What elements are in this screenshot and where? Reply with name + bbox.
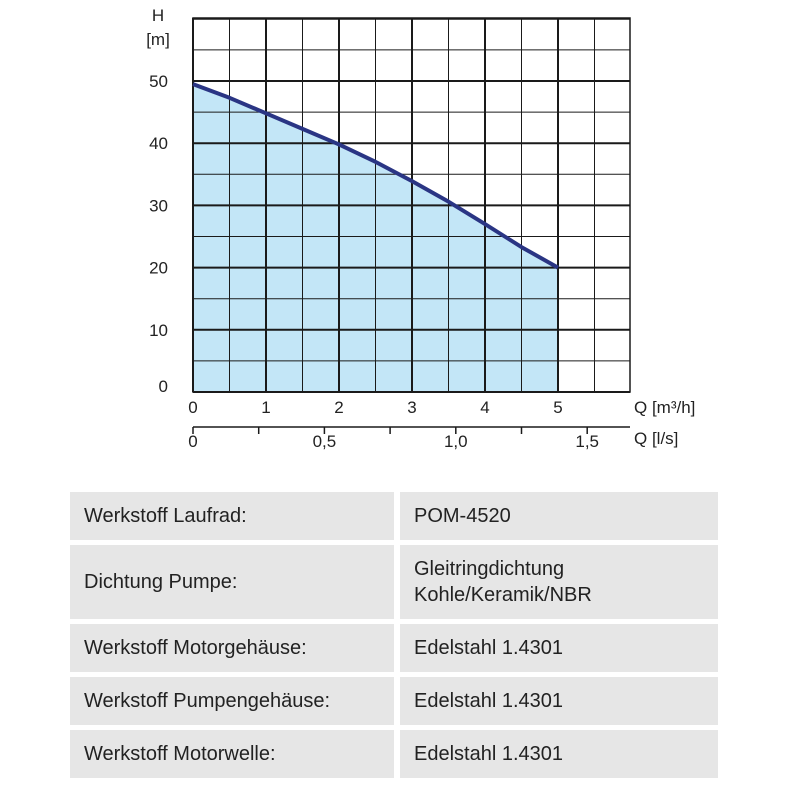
spec-label: Dichtung Pumpe:: [70, 545, 394, 619]
spec-label: Werkstoff Motorwelle:: [70, 730, 394, 778]
spec-row-motorwelle: Werkstoff Motorwelle: Edelstahl 1.4301: [70, 730, 718, 778]
x-tick-label: 4: [480, 398, 489, 417]
y-tick-label: 0: [159, 377, 168, 396]
x-axis-label: Q [m³/h]: [634, 398, 695, 417]
x-tick-label: 1: [261, 398, 270, 417]
secondary-x-axis-label: Q [l/s]: [634, 429, 678, 448]
curve-line: [192, 82, 559, 270]
spec-value: Gleitringdichtung Kohle/Keramik/NBR: [394, 545, 718, 619]
pump-curve-chart: 0 10 20 30 40 50 H [m] 0 1 2 3 4 5 Q [m³/h] 0 0,5 1,0 1,5 Q…: [146, 6, 695, 451]
spec-row-pumpengehaeuse: Werkstoff Pumpengehäuse: Edelstahl 1.430…: [70, 677, 718, 725]
spec-value-line: Gleitringdichtung: [414, 558, 565, 580]
y-tick-label: 20: [149, 259, 168, 278]
spec-row-dichtung: Dichtung Pumpe: Gleitringdichtung Kohle/…: [70, 545, 718, 619]
x-tick-label: 3: [407, 398, 416, 417]
secondary-x-tick-label: 1,0: [444, 432, 468, 451]
spec-value: Edelstahl 1.4301: [394, 730, 718, 778]
spec-value-line: Edelstahl 1.4301: [414, 637, 564, 659]
spec-value-line: Edelstahl 1.4301: [414, 743, 564, 765]
spec-label: Werkstoff Pumpengehäuse:: [70, 677, 394, 725]
spec-value-line: Kohle/Keramik/NBR: [414, 584, 592, 606]
secondary-x-tick-label: 0,5: [313, 432, 337, 451]
spec-row-laufrad: Werkstoff Laufrad: POM-4520: [70, 492, 718, 540]
spec-value: Edelstahl 1.4301: [394, 624, 718, 672]
y-axis-unit: [m]: [146, 30, 170, 49]
y-tick-label: 50: [149, 72, 168, 91]
secondary-x-tick-label: 0: [188, 432, 197, 451]
x-tick-label: 5: [553, 398, 562, 417]
x-tick-label: 0: [188, 398, 197, 417]
secondary-x-tick-label: 1,5: [575, 432, 599, 451]
spec-row-motorgehaeuse: Werkstoff Motorgehäuse: Edelstahl 1.4301: [70, 624, 718, 672]
spec-value-line: Edelstahl 1.4301: [414, 690, 564, 712]
spec-value: POM-4520: [394, 492, 718, 540]
spec-label: Werkstoff Motorgehäuse:: [70, 624, 394, 672]
y-tick-label: 30: [149, 196, 168, 215]
y-tick-label: 40: [149, 134, 168, 153]
spec-value-line: POM-4520: [414, 505, 511, 527]
plot-frame: [192, 17, 631, 393]
spec-value: Edelstahl 1.4301: [394, 677, 718, 725]
y-axis-label: H: [152, 6, 164, 25]
y-tick-label: 10: [149, 321, 168, 340]
x-tick-label: 2: [334, 398, 343, 417]
specification-table: Werkstoff Laufrad: POM-4520 Dichtung Pum…: [70, 487, 718, 783]
spec-label: Werkstoff Laufrad:: [70, 492, 394, 540]
